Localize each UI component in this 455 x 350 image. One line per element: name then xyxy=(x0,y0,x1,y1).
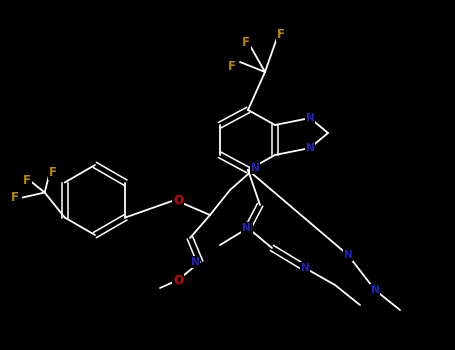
Text: N: N xyxy=(371,285,379,295)
Text: N: N xyxy=(344,250,352,260)
Text: N: N xyxy=(306,113,314,123)
Text: N: N xyxy=(306,143,314,153)
Text: N: N xyxy=(191,257,199,267)
Text: O: O xyxy=(173,273,183,287)
Text: F: F xyxy=(49,166,57,179)
Text: F: F xyxy=(228,61,236,74)
Text: F: F xyxy=(277,28,285,42)
Text: N: N xyxy=(242,223,250,233)
Text: F: F xyxy=(10,191,19,204)
Text: N: N xyxy=(251,163,259,173)
Text: F: F xyxy=(23,174,30,187)
Text: N: N xyxy=(243,223,253,233)
Text: O: O xyxy=(173,194,183,206)
Text: F: F xyxy=(242,35,250,49)
Text: N: N xyxy=(301,263,309,273)
